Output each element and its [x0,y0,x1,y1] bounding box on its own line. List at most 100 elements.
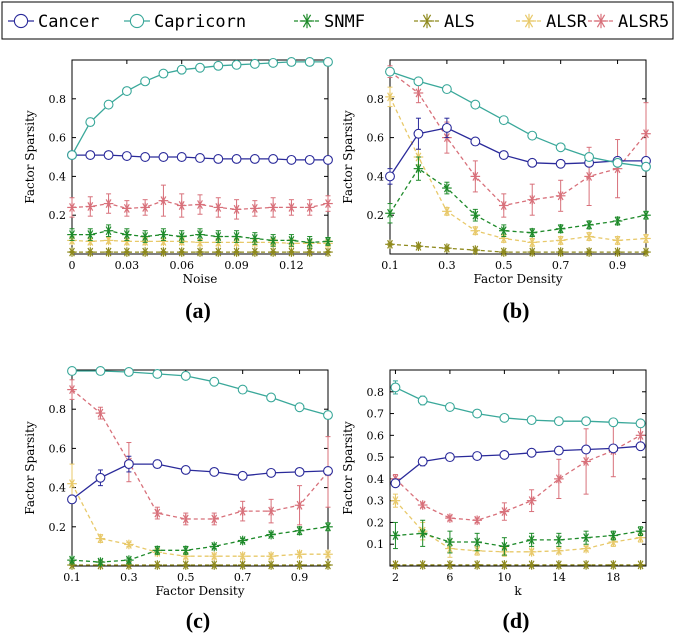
series-line [71,389,329,520]
data-point [498,150,509,161]
data-point [608,443,619,454]
legend-marker [521,13,537,29]
data-point [553,416,564,427]
data-point [158,152,169,162]
series-line [389,71,647,207]
data-point [237,560,248,570]
data-point [499,541,510,552]
data-point [231,59,242,70]
data-point [554,535,564,545]
data-point [209,541,220,552]
data-point [608,560,619,570]
panel-d: 0.1 0.2 0.3 0.4 0.5 0.6 0.7 0.8 2 6 10 14 18 k Factor … [341,369,647,598]
data-point [581,560,591,570]
data-point [152,508,163,518]
y-tick-label: 0.6 [49,132,67,145]
data-point [417,500,428,510]
data-point [67,202,77,213]
y-tick-label: 0.4 [49,170,67,183]
data-point [85,201,96,212]
data-point [472,451,483,461]
series-alsr [390,493,646,558]
data-point [268,202,278,213]
data-point [158,229,169,240]
y-tick-label: 0.8 [49,93,67,106]
data-point [95,472,106,483]
legend-box [1,1,674,40]
data-point [323,247,333,257]
legend-label: ALS [444,12,475,32]
x-tick-label: 0.1 [63,571,81,584]
data-point [103,235,114,246]
data-point [180,560,191,570]
data-point [390,560,401,570]
data-point [121,151,132,161]
data-point [121,86,132,96]
legend-label: Capricorn [154,12,246,32]
data-point [526,447,537,458]
data-point [527,194,538,205]
y-axis-label: Factor Sparsity [341,110,355,204]
data-point [472,560,482,570]
data-point [445,560,455,570]
data-point [176,64,187,75]
data-point [323,560,333,570]
data-point [323,522,333,532]
y-tick-label: 0.8 [49,403,67,416]
data-point [237,535,248,546]
data-point [103,99,114,110]
series-snmf [67,224,333,249]
data-point [266,560,276,570]
data-point [213,202,224,213]
data-point [140,202,150,213]
series-line [389,127,646,177]
plot-frame [389,369,647,567]
data-point [499,449,510,460]
panel-a: 0.2 0.4 0.6 0.8 0 0.03 0.06 0.09 0.12 Noise Factor… [23,56,333,286]
data-point [286,154,297,165]
x-tick-label: 0.9 [609,259,627,272]
data-point [499,506,510,517]
data-point [417,395,428,406]
data-point [95,557,106,567]
data-point [390,382,401,393]
x-tick-label: 0.7 [552,259,570,272]
series-line [389,96,647,244]
data-point [304,56,315,67]
y-tick-label: 0.4 [49,482,67,495]
data-point [250,247,260,257]
data-point [526,547,537,557]
data-point [390,530,401,541]
y-tick-label: 0.3 [367,495,385,508]
x-tick-label: 14 [552,571,566,584]
data-point [286,235,297,246]
data-point [266,551,276,561]
data-point [527,157,538,168]
data-point [526,535,537,545]
data-point [472,537,482,547]
plot-frame [71,369,329,567]
data-point [103,225,114,236]
series-capricorn [390,380,646,429]
data-point [250,233,260,244]
legend-item-capricorn: Capricorn [124,12,246,32]
data-point [635,560,646,570]
data-point [417,456,428,467]
data-point [554,474,564,484]
data-point [122,203,132,214]
data-point [209,551,220,561]
data-point [555,247,566,257]
y-tick-label: 0.8 [367,93,385,106]
y-tick-label: 0.2 [49,521,67,534]
data-point [441,122,452,133]
data-point [250,203,260,214]
data-point [158,195,169,206]
data-point [385,171,395,182]
legend-item-cancer: Cancer [8,12,99,32]
series-line [71,526,329,563]
data-point [67,555,77,565]
data-point [140,76,151,87]
data-point [472,515,482,526]
series-alsr [67,463,333,561]
